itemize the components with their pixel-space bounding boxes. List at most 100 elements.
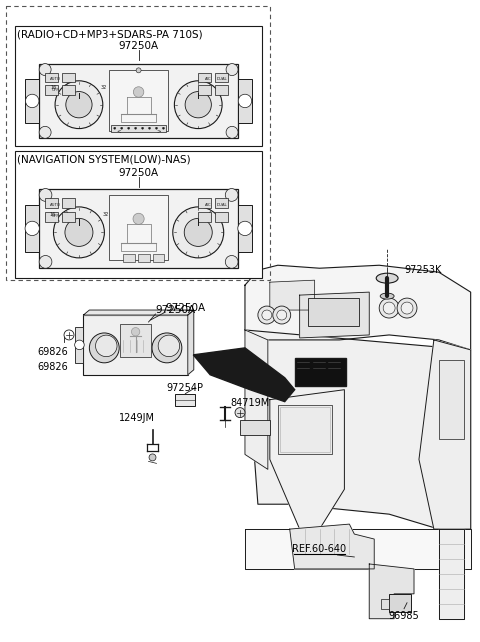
Circle shape: [238, 94, 252, 108]
Bar: [25, 205, 39, 252]
Bar: [138, 254, 150, 262]
Polygon shape: [300, 292, 369, 338]
Circle shape: [152, 333, 182, 363]
Circle shape: [401, 302, 413, 314]
Bar: [45, 73, 58, 82]
Bar: [308, 298, 360, 326]
Bar: [39, 64, 238, 138]
Circle shape: [136, 68, 141, 73]
Ellipse shape: [380, 293, 394, 299]
Text: DUAL: DUAL: [217, 76, 228, 80]
Polygon shape: [84, 310, 194, 315]
Circle shape: [39, 189, 52, 202]
Bar: [198, 198, 211, 209]
Circle shape: [120, 127, 123, 129]
Circle shape: [235, 408, 245, 417]
Bar: [238, 205, 252, 252]
Text: AUTO: AUTO: [49, 202, 60, 207]
Circle shape: [397, 298, 417, 318]
Circle shape: [226, 64, 238, 76]
Polygon shape: [245, 265, 471, 350]
Circle shape: [149, 454, 156, 461]
Bar: [198, 212, 211, 222]
Circle shape: [158, 335, 180, 357]
Bar: [439, 360, 464, 440]
Circle shape: [262, 310, 272, 320]
Bar: [153, 254, 165, 262]
Circle shape: [225, 256, 238, 268]
Bar: [109, 195, 168, 260]
Bar: [45, 212, 58, 222]
Text: 16: 16: [49, 212, 56, 217]
Bar: [238, 78, 252, 123]
Bar: [295, 358, 347, 386]
Text: OFF: OFF: [51, 88, 59, 92]
Bar: [61, 85, 74, 95]
Circle shape: [75, 340, 84, 350]
Bar: [39, 189, 238, 268]
Circle shape: [89, 333, 119, 363]
Text: 1249JM: 1249JM: [119, 413, 155, 422]
Polygon shape: [290, 524, 374, 569]
Polygon shape: [270, 280, 314, 310]
Bar: [6, 6, 270, 280]
Text: 97250A: 97250A: [119, 41, 159, 51]
Polygon shape: [419, 340, 471, 529]
Text: 97250A: 97250A: [119, 168, 159, 178]
Text: 97254P: 97254P: [167, 383, 204, 393]
Circle shape: [53, 207, 104, 258]
Circle shape: [39, 126, 51, 138]
Circle shape: [128, 127, 130, 129]
Bar: [109, 69, 168, 131]
Bar: [15, 151, 262, 278]
Bar: [381, 599, 389, 609]
Text: 97250A: 97250A: [156, 305, 195, 315]
Text: (NAVIGATION SYSTEM(LOW)-NAS): (NAVIGATION SYSTEM(LOW)-NAS): [17, 155, 191, 165]
Bar: [111, 125, 167, 132]
Circle shape: [173, 207, 224, 258]
Circle shape: [258, 306, 276, 324]
Text: REF.60-640: REF.60-640: [292, 544, 347, 554]
Bar: [280, 406, 330, 453]
Text: 97253K: 97253K: [404, 265, 442, 275]
Circle shape: [174, 81, 222, 128]
Bar: [61, 73, 74, 82]
Bar: [25, 78, 39, 123]
Bar: [123, 254, 134, 262]
Circle shape: [383, 302, 395, 314]
Text: A/C: A/C: [205, 76, 212, 80]
Bar: [198, 85, 211, 95]
Bar: [215, 198, 228, 209]
Circle shape: [184, 218, 212, 247]
Polygon shape: [245, 330, 268, 469]
Circle shape: [273, 306, 291, 324]
Text: 32: 32: [101, 85, 107, 91]
Bar: [389, 594, 411, 612]
Polygon shape: [270, 390, 344, 529]
Bar: [45, 85, 58, 95]
Circle shape: [114, 127, 116, 129]
Text: 96985: 96985: [389, 611, 420, 621]
Polygon shape: [439, 529, 464, 619]
Circle shape: [65, 218, 93, 247]
Circle shape: [225, 189, 238, 202]
Circle shape: [39, 256, 52, 268]
Polygon shape: [193, 348, 295, 402]
Circle shape: [55, 81, 103, 128]
Text: 84719M: 84719M: [230, 397, 269, 408]
Circle shape: [133, 213, 144, 225]
Circle shape: [156, 127, 157, 129]
Bar: [240, 420, 270, 435]
Text: OFF: OFF: [51, 214, 59, 218]
Circle shape: [238, 221, 252, 236]
Text: (RADIO+CD+MP3+SDARS-PA 710S): (RADIO+CD+MP3+SDARS-PA 710S): [17, 30, 203, 39]
Text: A/C: A/C: [205, 202, 212, 207]
Circle shape: [39, 64, 51, 76]
Circle shape: [277, 310, 287, 320]
Circle shape: [96, 335, 117, 357]
Polygon shape: [245, 529, 471, 569]
Text: AUTO: AUTO: [49, 76, 60, 80]
Ellipse shape: [376, 273, 398, 283]
Circle shape: [25, 94, 39, 108]
Text: <: <: [116, 128, 121, 133]
